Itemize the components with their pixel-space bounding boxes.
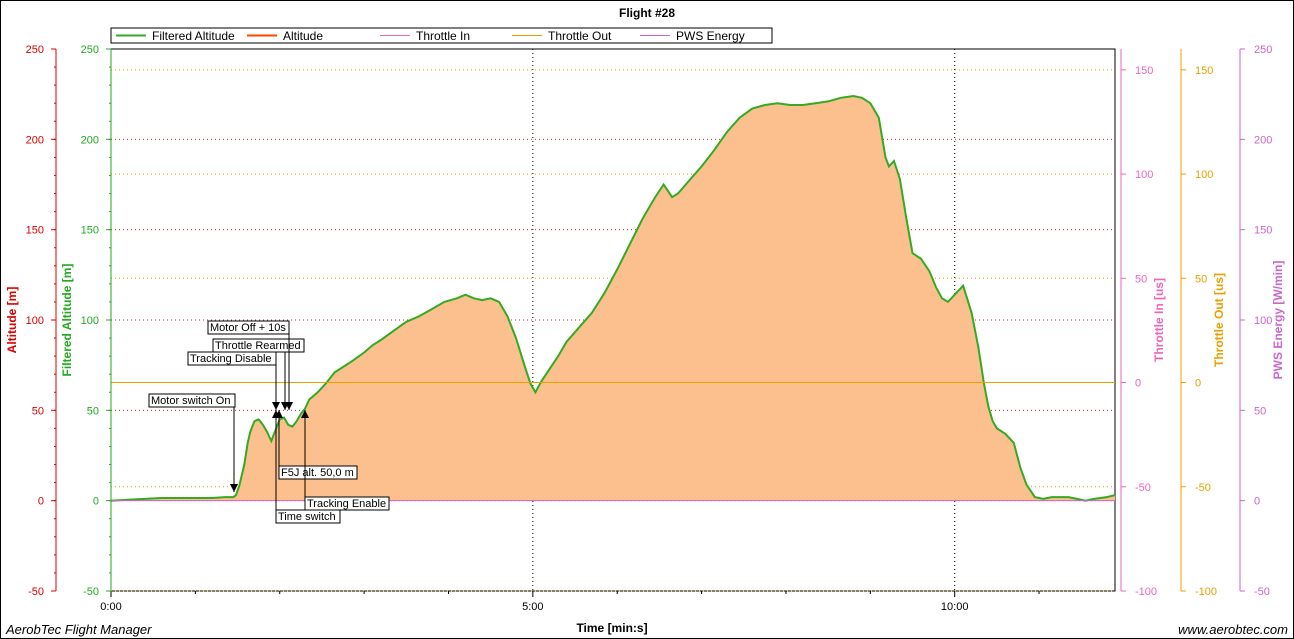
annotation-marker (301, 410, 309, 418)
throttle_in-tick-label: -50 (1135, 482, 1151, 494)
pws_energy-tick-label: 150 (1254, 225, 1272, 237)
legend-label: Altitude (283, 29, 323, 43)
annotation-label: Time switch (278, 511, 336, 523)
annotation-marker (272, 402, 280, 410)
legend-label: PWS Energy (676, 29, 745, 43)
throttle_out-tick-label: -50 (1195, 482, 1211, 494)
filtered_altitude-tick-label: 150 (81, 225, 99, 237)
annotation-marker (285, 402, 293, 410)
annotation-box (148, 393, 236, 408)
x-axis-label: Time [min:s] (576, 621, 647, 635)
x-tick-label: 10:00 (941, 601, 969, 613)
altitude-tick-label: 0 (38, 496, 44, 508)
legend-label: Throttle In (416, 29, 470, 43)
throttle_out-tick-label: 150 (1195, 65, 1213, 77)
filtered_altitude-tick-label: 250 (81, 44, 99, 56)
throttle_out-axis-label: Throttle Out [us] (1212, 273, 1226, 367)
filtered_altitude-tick-label: 0 (93, 496, 99, 508)
legend-label: Throttle Out (548, 29, 612, 43)
filtered_altitude-axis-label: Filtered Altitude [m] (60, 264, 74, 377)
throttle_out-tick-label: 50 (1195, 273, 1207, 285)
pws_energy-tick-label: 50 (1254, 405, 1266, 417)
annotation-label: Tracking Disable (190, 353, 272, 365)
throttle_in-tick-label: 100 (1135, 169, 1153, 181)
annotation-box (278, 465, 358, 480)
annotation-label: Motor Off + 10s (210, 322, 286, 334)
pws_energy-tick-label: 250 (1254, 44, 1272, 56)
app-name: AerobTec Flight Manager (6, 622, 152, 637)
throttle_in-tick-label: 0 (1135, 378, 1141, 390)
pws_energy-tick-label: 100 (1254, 315, 1272, 327)
annotation-box (212, 338, 305, 353)
x-tick-label: 0:00 (100, 601, 121, 613)
pws_energy-axis-label: PWS Energy [W/min] (1271, 261, 1285, 380)
throttle_in-tick-label: -100 (1135, 586, 1157, 598)
annotation-label: Motor switch On (151, 395, 230, 407)
website-link[interactable]: www.aerobtec.com (1178, 622, 1288, 637)
altitude-tick-label: -50 (28, 586, 44, 598)
throttle_in-tick-label: 150 (1135, 65, 1153, 77)
altitude-tick-label: 100 (26, 315, 44, 327)
throttle_in-axis-label: Throttle In [us] (1152, 278, 1166, 362)
annotation-label: Tracking Enable (307, 498, 386, 510)
area-layer (110, 94, 1116, 502)
throttle_out-tick-label: 100 (1195, 169, 1213, 181)
annotation-marker (230, 484, 238, 492)
filtered_altitude-tick-label: 200 (81, 134, 99, 146)
axes-layer: 0:00 5:00 10:00 -50 0 50 100 150 200 250 Altitude … (5, 44, 1285, 613)
annotation-box (304, 496, 390, 511)
throttle_out-tick-label: 0 (1195, 378, 1201, 390)
chart-title: Flight #28 (619, 6, 675, 20)
pws_energy-tick-label: 0 (1254, 496, 1260, 508)
throttle_in-tick-label: 50 (1135, 273, 1147, 285)
annotation-marker (272, 410, 280, 418)
annotation-label: F5J alt. 50,0 m (281, 467, 354, 479)
altitude-tick-label: 150 (26, 225, 44, 237)
pws_energy-tick-label: -50 (1254, 586, 1270, 598)
annotations-layer: Motor switch On Tracking DisableThrottle … (148, 320, 390, 524)
throttle_out-tick-label: -100 (1195, 586, 1217, 598)
filtered_altitude-tick-label: 100 (81, 315, 99, 327)
legend-box (110, 27, 773, 44)
altitude-tick-label: 250 (26, 44, 44, 56)
legend: Filtered Altitude Altitude Throttle In Thro… (110, 27, 773, 44)
x-tick-label: 5:00 (522, 601, 543, 613)
altitude-tick-label: 200 (26, 134, 44, 146)
pws_energy-tick-label: 200 (1254, 134, 1272, 146)
filtered_altitude-tick-label: 50 (87, 405, 99, 417)
annotation-label: Throttle Rearmed (215, 340, 301, 352)
altitude-tick-label: 50 (32, 405, 44, 417)
legend-label: Filtered Altitude (152, 29, 235, 43)
altitude-area (111, 96, 1115, 501)
altitude-axis-label: Altitude [m] (5, 287, 19, 354)
annotation-box (207, 320, 290, 335)
filtered_altitude-tick-label: -50 (83, 586, 99, 598)
